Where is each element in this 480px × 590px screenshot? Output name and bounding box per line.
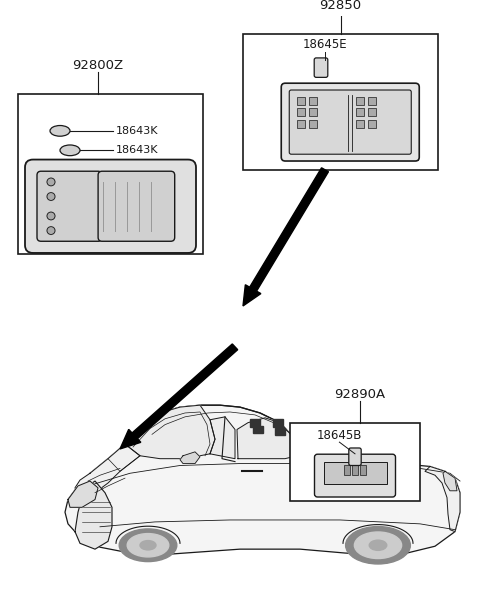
Circle shape: [47, 178, 55, 186]
Polygon shape: [125, 405, 215, 458]
Bar: [410, 84, 418, 92]
Bar: [360, 465, 366, 474]
Text: 18643K: 18643K: [116, 126, 158, 136]
Bar: [297, 97, 305, 104]
Circle shape: [47, 192, 55, 201]
Polygon shape: [305, 434, 345, 461]
Text: 92850: 92850: [319, 0, 361, 12]
Ellipse shape: [346, 526, 410, 564]
Bar: [282, 152, 290, 160]
Bar: [356, 97, 364, 104]
Bar: [243, 34, 438, 170]
Ellipse shape: [369, 540, 387, 550]
Circle shape: [47, 227, 55, 234]
Bar: [290, 422, 420, 500]
Bar: [297, 120, 305, 128]
FancyBboxPatch shape: [314, 58, 328, 77]
Text: 18645B: 18645B: [317, 429, 362, 442]
FancyBboxPatch shape: [314, 454, 396, 497]
Polygon shape: [75, 481, 112, 549]
FancyBboxPatch shape: [98, 171, 175, 241]
Polygon shape: [425, 467, 460, 532]
Polygon shape: [65, 405, 460, 556]
Bar: [352, 465, 358, 474]
Polygon shape: [237, 418, 305, 458]
Text: 18645E: 18645E: [302, 38, 347, 51]
FancyArrow shape: [120, 344, 238, 449]
Bar: [368, 109, 376, 116]
Ellipse shape: [354, 532, 402, 559]
Polygon shape: [443, 471, 457, 491]
Polygon shape: [210, 417, 235, 458]
Bar: [368, 120, 376, 128]
Bar: [309, 109, 317, 116]
Bar: [253, 425, 263, 434]
FancyBboxPatch shape: [281, 83, 419, 161]
Text: 18643K: 18643K: [116, 145, 158, 155]
Bar: [356, 120, 364, 128]
Ellipse shape: [127, 533, 169, 557]
FancyBboxPatch shape: [349, 448, 361, 466]
Ellipse shape: [119, 529, 177, 562]
Bar: [275, 428, 285, 435]
Bar: [18, 94, 203, 254]
Bar: [324, 462, 386, 484]
Polygon shape: [68, 481, 98, 507]
Bar: [282, 84, 290, 92]
Bar: [309, 97, 317, 104]
Text: 92890A: 92890A: [335, 388, 385, 401]
Bar: [273, 419, 283, 427]
Bar: [344, 465, 350, 474]
Bar: [356, 109, 364, 116]
Text: 92800Z: 92800Z: [72, 60, 123, 73]
Ellipse shape: [140, 540, 156, 550]
Polygon shape: [75, 444, 140, 500]
Ellipse shape: [60, 145, 80, 156]
Circle shape: [47, 212, 55, 220]
FancyBboxPatch shape: [37, 171, 102, 241]
Bar: [410, 152, 418, 160]
FancyArrow shape: [243, 168, 328, 306]
Bar: [297, 109, 305, 116]
Polygon shape: [180, 452, 200, 464]
FancyBboxPatch shape: [25, 159, 196, 253]
Ellipse shape: [50, 126, 70, 136]
Bar: [368, 97, 376, 104]
FancyBboxPatch shape: [289, 90, 411, 154]
Bar: [309, 120, 317, 128]
Bar: [250, 419, 260, 427]
